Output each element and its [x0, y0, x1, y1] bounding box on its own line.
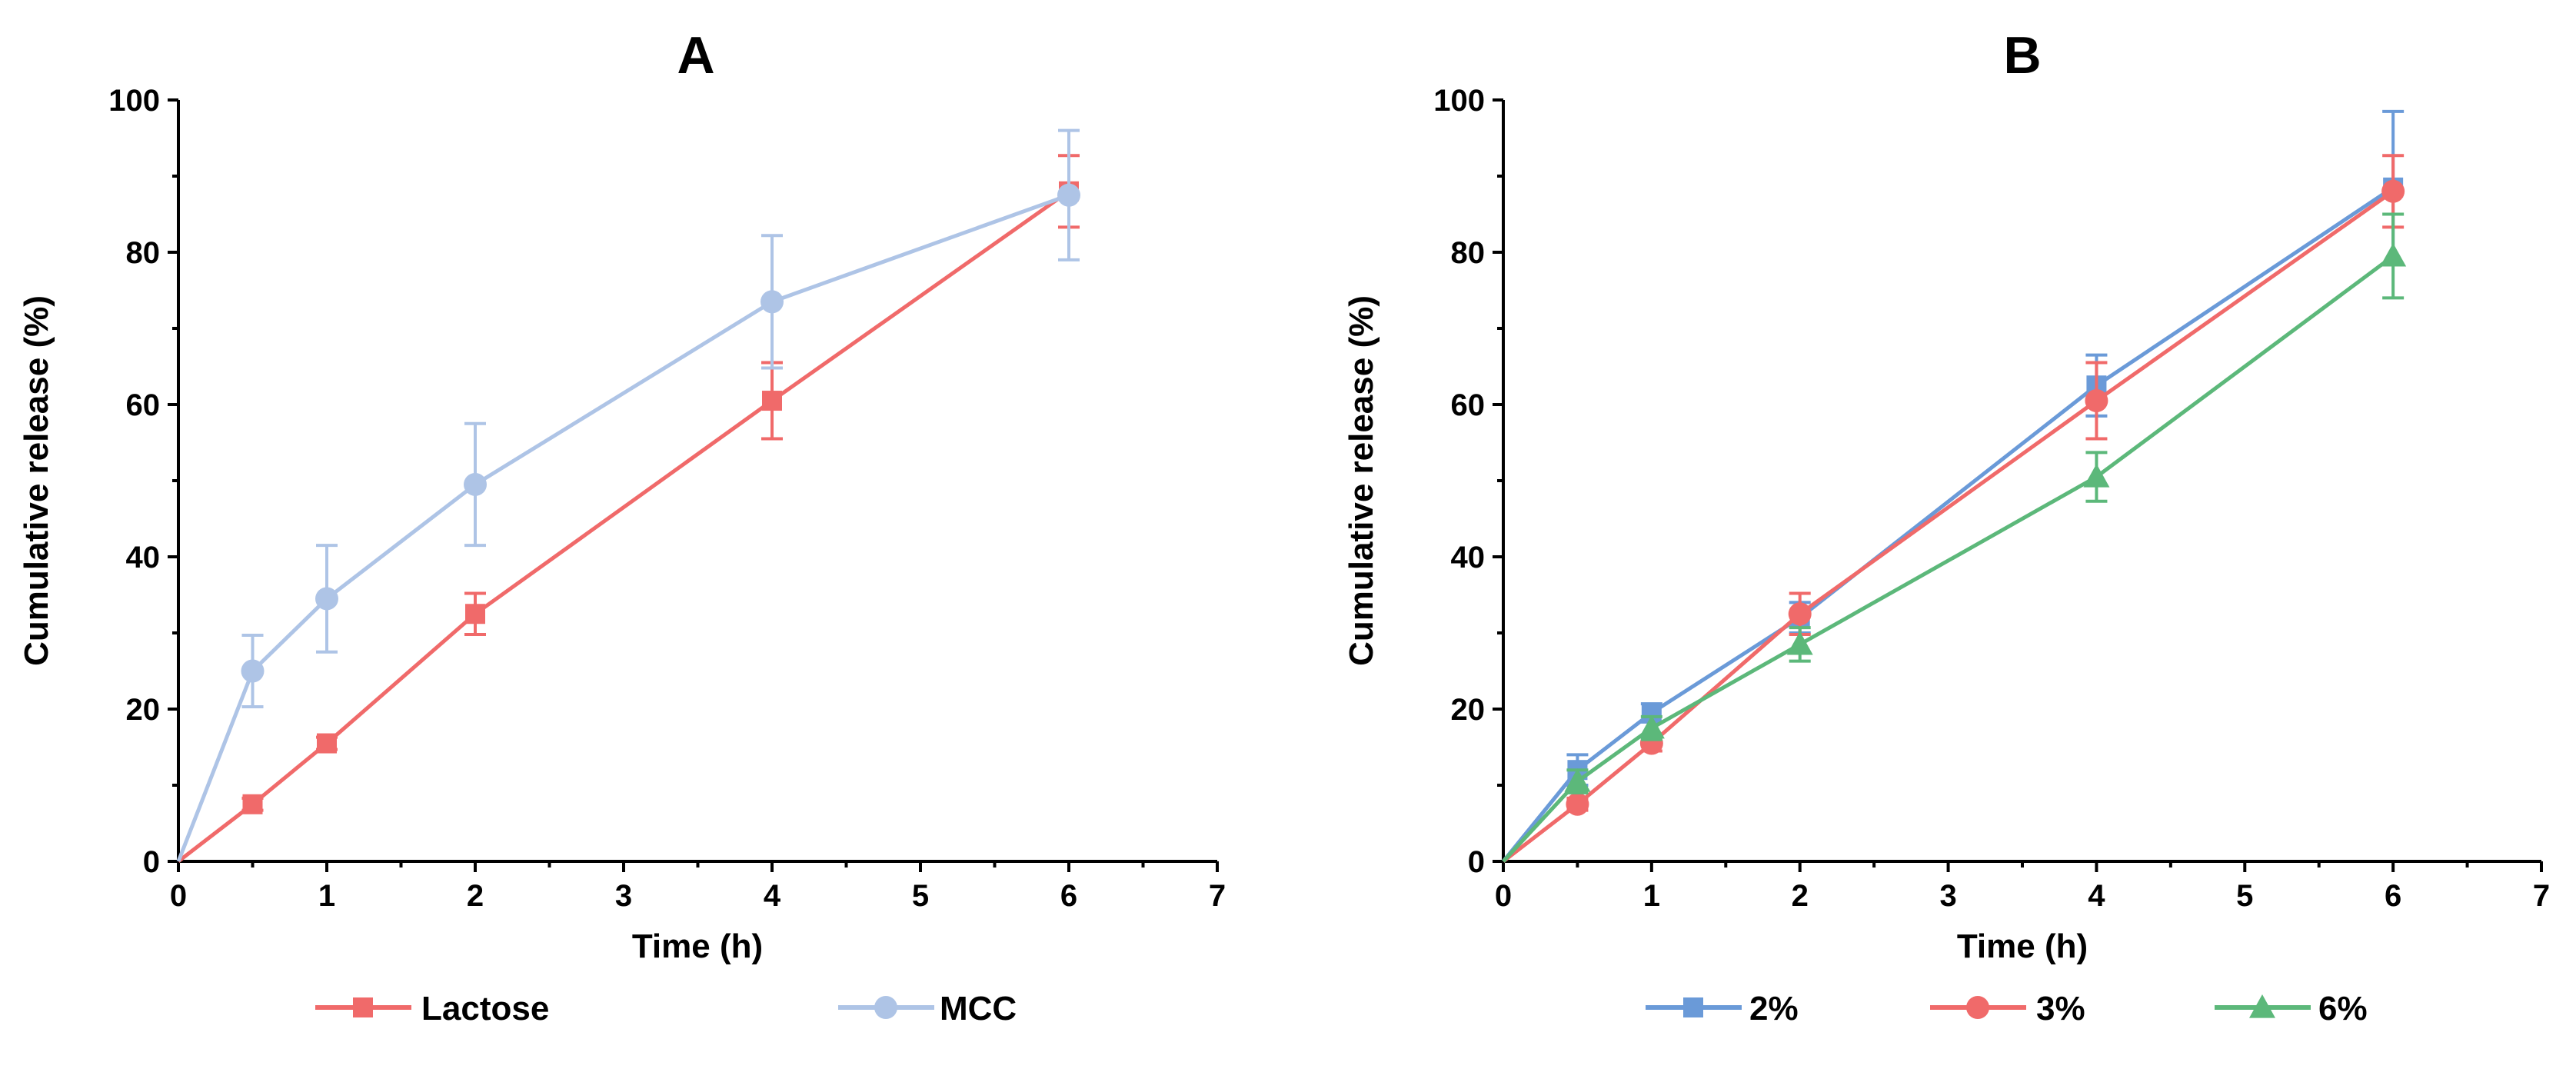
y-axis-title: Cumulative release (%): [18, 295, 55, 666]
data-point: [465, 604, 485, 624]
y-tick-label: 60: [1451, 388, 1486, 422]
x-tick-label: 5: [2236, 879, 2253, 913]
data-point: [1788, 602, 1812, 626]
y-tick-label: 20: [126, 693, 161, 727]
x-tick-label: 3: [615, 879, 632, 913]
x-tick-label: 0: [1495, 879, 1512, 913]
y-tick-label: 100: [1433, 84, 1485, 118]
x-tick-label: 4: [764, 879, 781, 913]
x-tick-label: 1: [318, 879, 335, 913]
data-point: [2083, 464, 2110, 488]
series-line: [176, 193, 1070, 862]
data-point: [241, 659, 265, 683]
y-tick-label: 80: [126, 236, 161, 270]
y-tick-label: 80: [1451, 236, 1486, 270]
x-tick-label: 6: [2385, 879, 2401, 913]
legend-item: 3%: [1930, 990, 2085, 1027]
legend-label: Lactose: [421, 990, 549, 1027]
legend-label: 3%: [2036, 990, 2085, 1027]
x-tick-label: 2: [467, 879, 484, 913]
legend-marker: [353, 997, 373, 1017]
x-tick-label: 7: [2533, 879, 2550, 913]
y-tick-label: 0: [143, 845, 160, 879]
series-6pct: [1502, 212, 2407, 863]
legend-item: Lactose: [315, 990, 549, 1027]
x-tick-label: 6: [1060, 879, 1077, 913]
panel-a: A 0 20 40 60 80 100 0 1 2 3 4 5 6 7 Time (h) Cumulative …: [18, 26, 1226, 1027]
series-line: [177, 189, 1070, 863]
series-line: [1502, 185, 2395, 863]
y-axis-title: Cumulative release (%): [1343, 295, 1380, 666]
legend-label: 6%: [2318, 990, 2368, 1027]
legend-item: 2%: [1646, 990, 1799, 1027]
data-point: [762, 391, 782, 411]
y-tick-label: 0: [1468, 845, 1485, 879]
series-2pct: [1502, 109, 2405, 863]
panel-letter: A: [677, 26, 714, 85]
legend-marker: [1966, 996, 1989, 1019]
x-tick-label: 4: [2088, 879, 2105, 913]
series-3pct: [1502, 154, 2405, 863]
x-tick-label: 7: [1209, 879, 1226, 913]
data-point: [242, 794, 263, 814]
data-point: [1638, 714, 1665, 739]
data-point: [315, 587, 338, 611]
legend-item: MCC: [838, 990, 1017, 1027]
data-point: [2085, 389, 2108, 413]
legend-marker: [874, 996, 897, 1019]
series-lactose: [177, 154, 1080, 863]
series-line: [1502, 189, 2395, 863]
x-axis-title: Time (h): [1957, 927, 2088, 965]
data-point: [1564, 768, 1591, 792]
y-tick-label: 60: [126, 388, 161, 422]
legend-marker: [2249, 994, 2275, 1018]
x-axis-title: Time (h): [632, 927, 763, 965]
legend-label: MCC: [940, 990, 1017, 1027]
data-point: [1057, 183, 1080, 207]
legend-marker: [1683, 997, 1703, 1017]
data-point: [1566, 792, 1589, 816]
series-line: [1502, 254, 2395, 863]
data-point: [760, 290, 784, 314]
panel-b: B 0 20 40 60 80 100 0 1 2 3 4 5 6 7 Time (h) Cumulative …: [1343, 26, 2550, 1027]
x-tick-label: 3: [1939, 879, 1956, 913]
y-tick-label: 40: [1451, 541, 1486, 574]
data-point: [317, 733, 337, 754]
x-tick-label: 0: [170, 879, 187, 913]
data-point: [1786, 631, 1813, 655]
data-point: [464, 472, 487, 496]
y-tick-label: 100: [108, 84, 160, 118]
legend-label: 2%: [1749, 990, 1799, 1027]
legend-item: 6%: [2215, 990, 2368, 1027]
x-tick-label: 1: [1643, 879, 1660, 913]
x-tick-label: 5: [912, 879, 929, 913]
data-point: [2381, 179, 2405, 203]
y-tick-label: 40: [126, 541, 161, 574]
panel-letter: B: [2003, 26, 2041, 85]
x-tick-label: 2: [1792, 879, 1809, 913]
series-mcc: [176, 128, 1080, 862]
y-tick-label: 20: [1451, 693, 1486, 727]
data-point: [2380, 242, 2407, 267]
